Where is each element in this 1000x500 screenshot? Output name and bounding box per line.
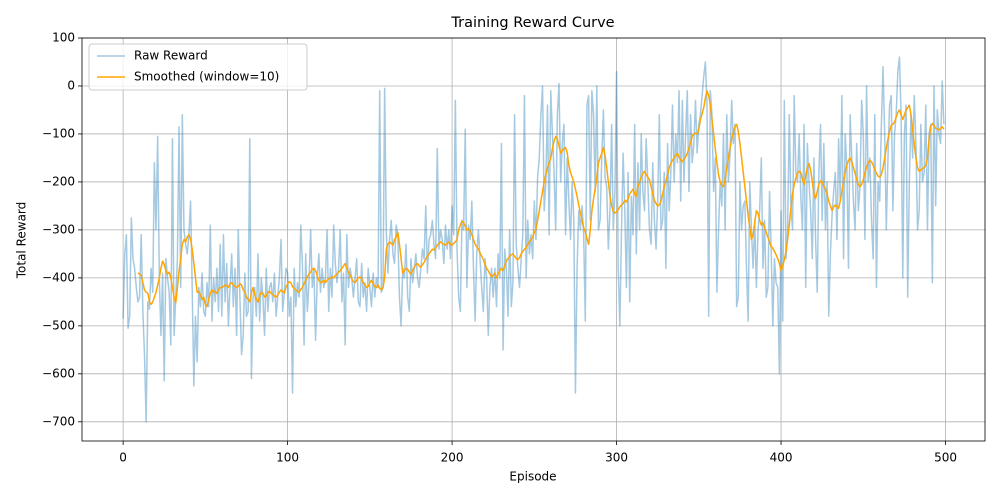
y-tick-label: −100 xyxy=(42,126,75,140)
legend-box xyxy=(88,43,308,91)
legend-label: Smoothed (window=10) xyxy=(134,70,279,84)
y-tick-label: −300 xyxy=(42,222,75,236)
y-tick-label: −200 xyxy=(42,174,75,188)
y-tick-label: −500 xyxy=(42,318,75,332)
y-tick-label: 0 xyxy=(67,78,75,92)
y-tick-label: −400 xyxy=(42,270,75,284)
x-tick-label: 500 xyxy=(934,451,957,465)
chart-title: Training Reward Curve xyxy=(450,15,614,31)
legend: Raw Reward Smoothed (window=10) xyxy=(88,43,308,91)
y-tick-label: 100 xyxy=(52,31,75,45)
series-line xyxy=(137,90,945,308)
y-tick-label: −600 xyxy=(42,366,75,380)
x-tick-label: 400 xyxy=(770,451,793,465)
y-axis-label: Total Reward xyxy=(15,202,29,280)
y-tick-label: −700 xyxy=(42,414,75,428)
x-tick-label: 100 xyxy=(276,451,299,465)
x-axis-label: Episode xyxy=(509,470,556,484)
x-tick-label: 300 xyxy=(605,451,628,465)
x-tick-label: 200 xyxy=(441,451,464,465)
plot-frame xyxy=(81,37,986,442)
legend-label: Raw Reward xyxy=(134,49,208,63)
x-tick-label: 0 xyxy=(119,451,127,465)
